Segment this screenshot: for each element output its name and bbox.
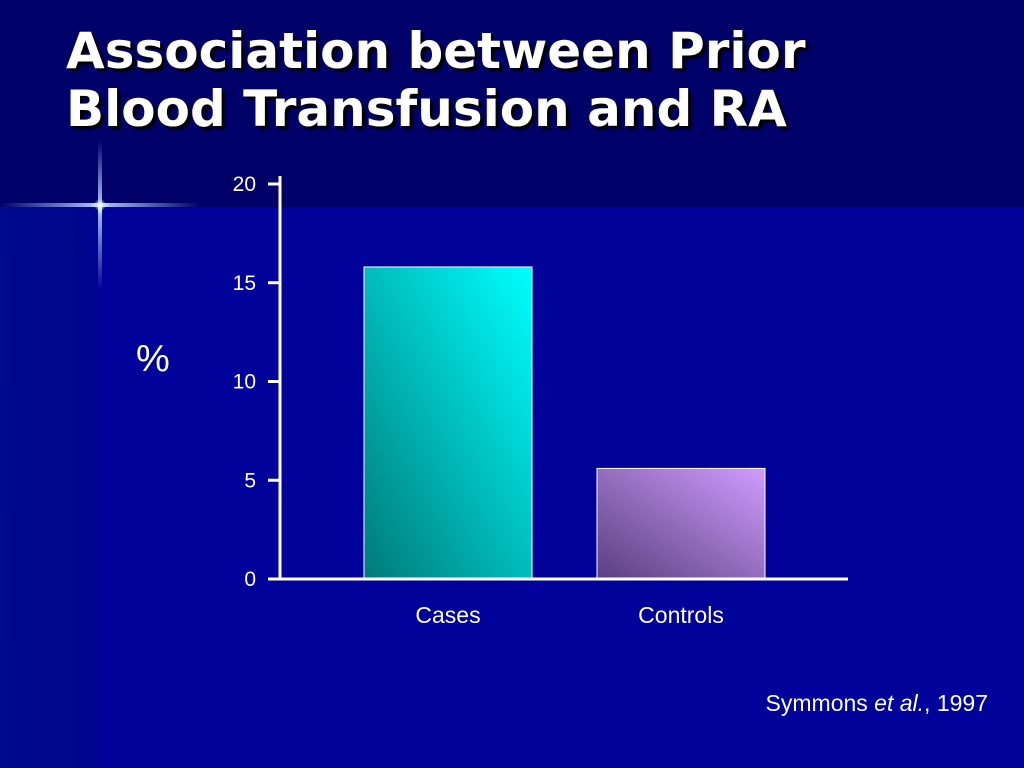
slide-corner-band	[0, 0, 100, 207]
citation-year: , 1997	[924, 690, 988, 716]
sparkle-vertical	[98, 140, 102, 290]
y-tick-label-15: 15	[233, 272, 256, 295]
sparkle-star-icon	[94, 199, 106, 211]
y-tick-label-0: 0	[244, 568, 256, 591]
bars-group	[363, 266, 766, 580]
slide-title-line-1: Association between Prior	[66, 22, 806, 80]
citation-author: Symmons	[765, 690, 875, 716]
y-tick-label-10: 10	[233, 371, 256, 394]
axes-group	[268, 176, 848, 581]
labels-group: Cases Controls 0 5 10 15 20	[233, 173, 724, 628]
y-tick-label-20: 20	[233, 173, 256, 196]
citation-et-al: et al.	[874, 690, 925, 716]
slide-title: Association between Prior Blood Transfus…	[66, 22, 966, 138]
y-tick-label-5: 5	[244, 469, 256, 492]
citation: Symmons et al., 1997	[766, 690, 988, 717]
x-tick-label-cases: Cases	[415, 602, 480, 628]
x-tick-label-controls: Controls	[638, 602, 724, 628]
y-axis-label: %	[136, 338, 170, 380]
bar-controls	[596, 467, 766, 580]
bar-cases	[363, 266, 533, 580]
slide-header-band	[0, 0, 1024, 207]
slide-title-line-2: Blood Transfusion and RA	[66, 80, 787, 138]
